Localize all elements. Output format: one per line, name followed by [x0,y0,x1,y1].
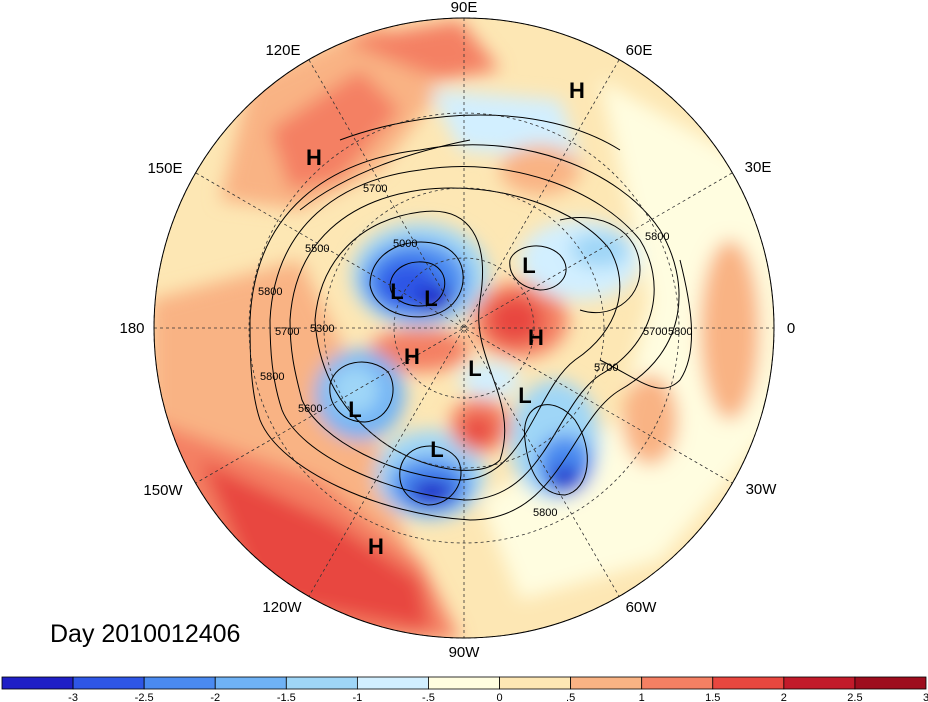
contour-label: 5800 [645,231,669,243]
colorbar: -3 -2.5 -2 -1.5 -1 -.5 0 .5 1 1.5 2 2.5 3 [1,676,928,702]
lon-label-60w: 60W [626,599,658,616]
lon-label-0: 0 [787,320,795,337]
contour-label: 5800 [668,326,692,338]
colorbar-box [641,676,714,690]
colorbar-tick-label: 1.5 [705,692,720,702]
pressure-center-low: L [348,397,361,422]
pressure-center-low: L [518,383,531,408]
pressure-center-high: H [528,325,544,350]
colorbar-box [428,676,500,690]
colorbar-box [570,676,643,690]
colorbar-tick-label: 0 [496,692,502,702]
pressure-center-low: L [390,279,403,304]
colorbar-ticks: -3 -2.5 -2 -1.5 -1 -.5 0 .5 1 1.5 2 2.5 3 [68,692,928,702]
colorbar-tick-label: -3 [68,692,78,702]
pressure-center-low: L [424,286,437,311]
pressure-centers: H H L L L H H L L L L H [306,78,585,559]
contour-label: 5800 [260,371,284,383]
pressure-center-low: L [522,253,535,278]
colorbar-tick-label: -.5 [422,692,435,702]
pressure-center-high: H [404,344,420,369]
contour-label: 5800 [533,507,557,519]
contour-labels: 5700 5500 5000 5800 5700 5300 5600 5800 … [258,183,692,519]
lon-label-150w: 150W [143,482,183,499]
pressure-center-high: H [569,78,585,103]
contour-label: 5700 [275,326,299,338]
lon-label-120e: 120E [265,42,300,59]
pressure-center-low: L [430,437,443,462]
colorbar-tick-label: 2.5 [847,692,862,702]
pressure-center-high: H [306,145,322,170]
lon-label-30e: 30E [745,159,772,176]
lon-label-90w: 90W [449,644,481,661]
colorbar-box [712,676,785,690]
colorbar-box [356,676,429,690]
contour-label: 5700 [594,362,618,374]
colorbar-box [783,676,856,690]
map-boundary [153,17,775,639]
colorbar-tick-label: 1 [639,692,645,702]
lon-label-180: 180 [119,320,144,337]
colorbar-box [214,676,287,690]
lon-label-90e: 90E [451,0,478,16]
lon-label-120w: 120W [262,599,302,616]
lon-label-30w: 30W [746,481,778,498]
contour-label: 5600 [298,403,322,415]
contour-label: 5700 [363,183,387,195]
colorbar-box [499,676,572,690]
colorbar-boxes [1,676,927,690]
colorbar-box [285,676,358,690]
contour-label: 5000 [393,238,417,250]
pressure-center-high: H [368,534,384,559]
height-contours [249,114,693,521]
lon-label-150e: 150E [147,160,182,177]
colorbar-tick-label: .5 [566,692,575,702]
colorbar-tick-label: -2.5 [135,692,154,702]
contour-label: 5300 [310,323,334,335]
polar-stereographic-map: 90E 60E 30E 0 30W 60W 90W 120W 150W 180 … [119,0,795,661]
colorbar-tick-label: -2 [210,692,220,702]
contour-label: 5700 [643,326,667,338]
colorbar-tick-label: -1 [352,692,362,702]
longitude-labels: 90E 60E 30E 0 30W 60W 90W 120W 150W 180 … [119,0,795,661]
colorbar-box [854,676,927,690]
contour-label: 5800 [258,286,282,298]
pressure-center-low: L [468,356,481,381]
contour-label: 5500 [305,243,329,255]
lon-label-60e: 60E [626,42,653,59]
colorbar-tick-label: 3 [923,692,928,702]
day-label: Day 2010012406 [50,620,241,648]
colorbar-tick-label: -1.5 [277,692,296,702]
colorbar-tick-label: 2 [781,692,787,702]
colorbar-box [143,676,216,690]
colorbar-box [72,676,145,690]
colorbar-box [1,676,74,690]
